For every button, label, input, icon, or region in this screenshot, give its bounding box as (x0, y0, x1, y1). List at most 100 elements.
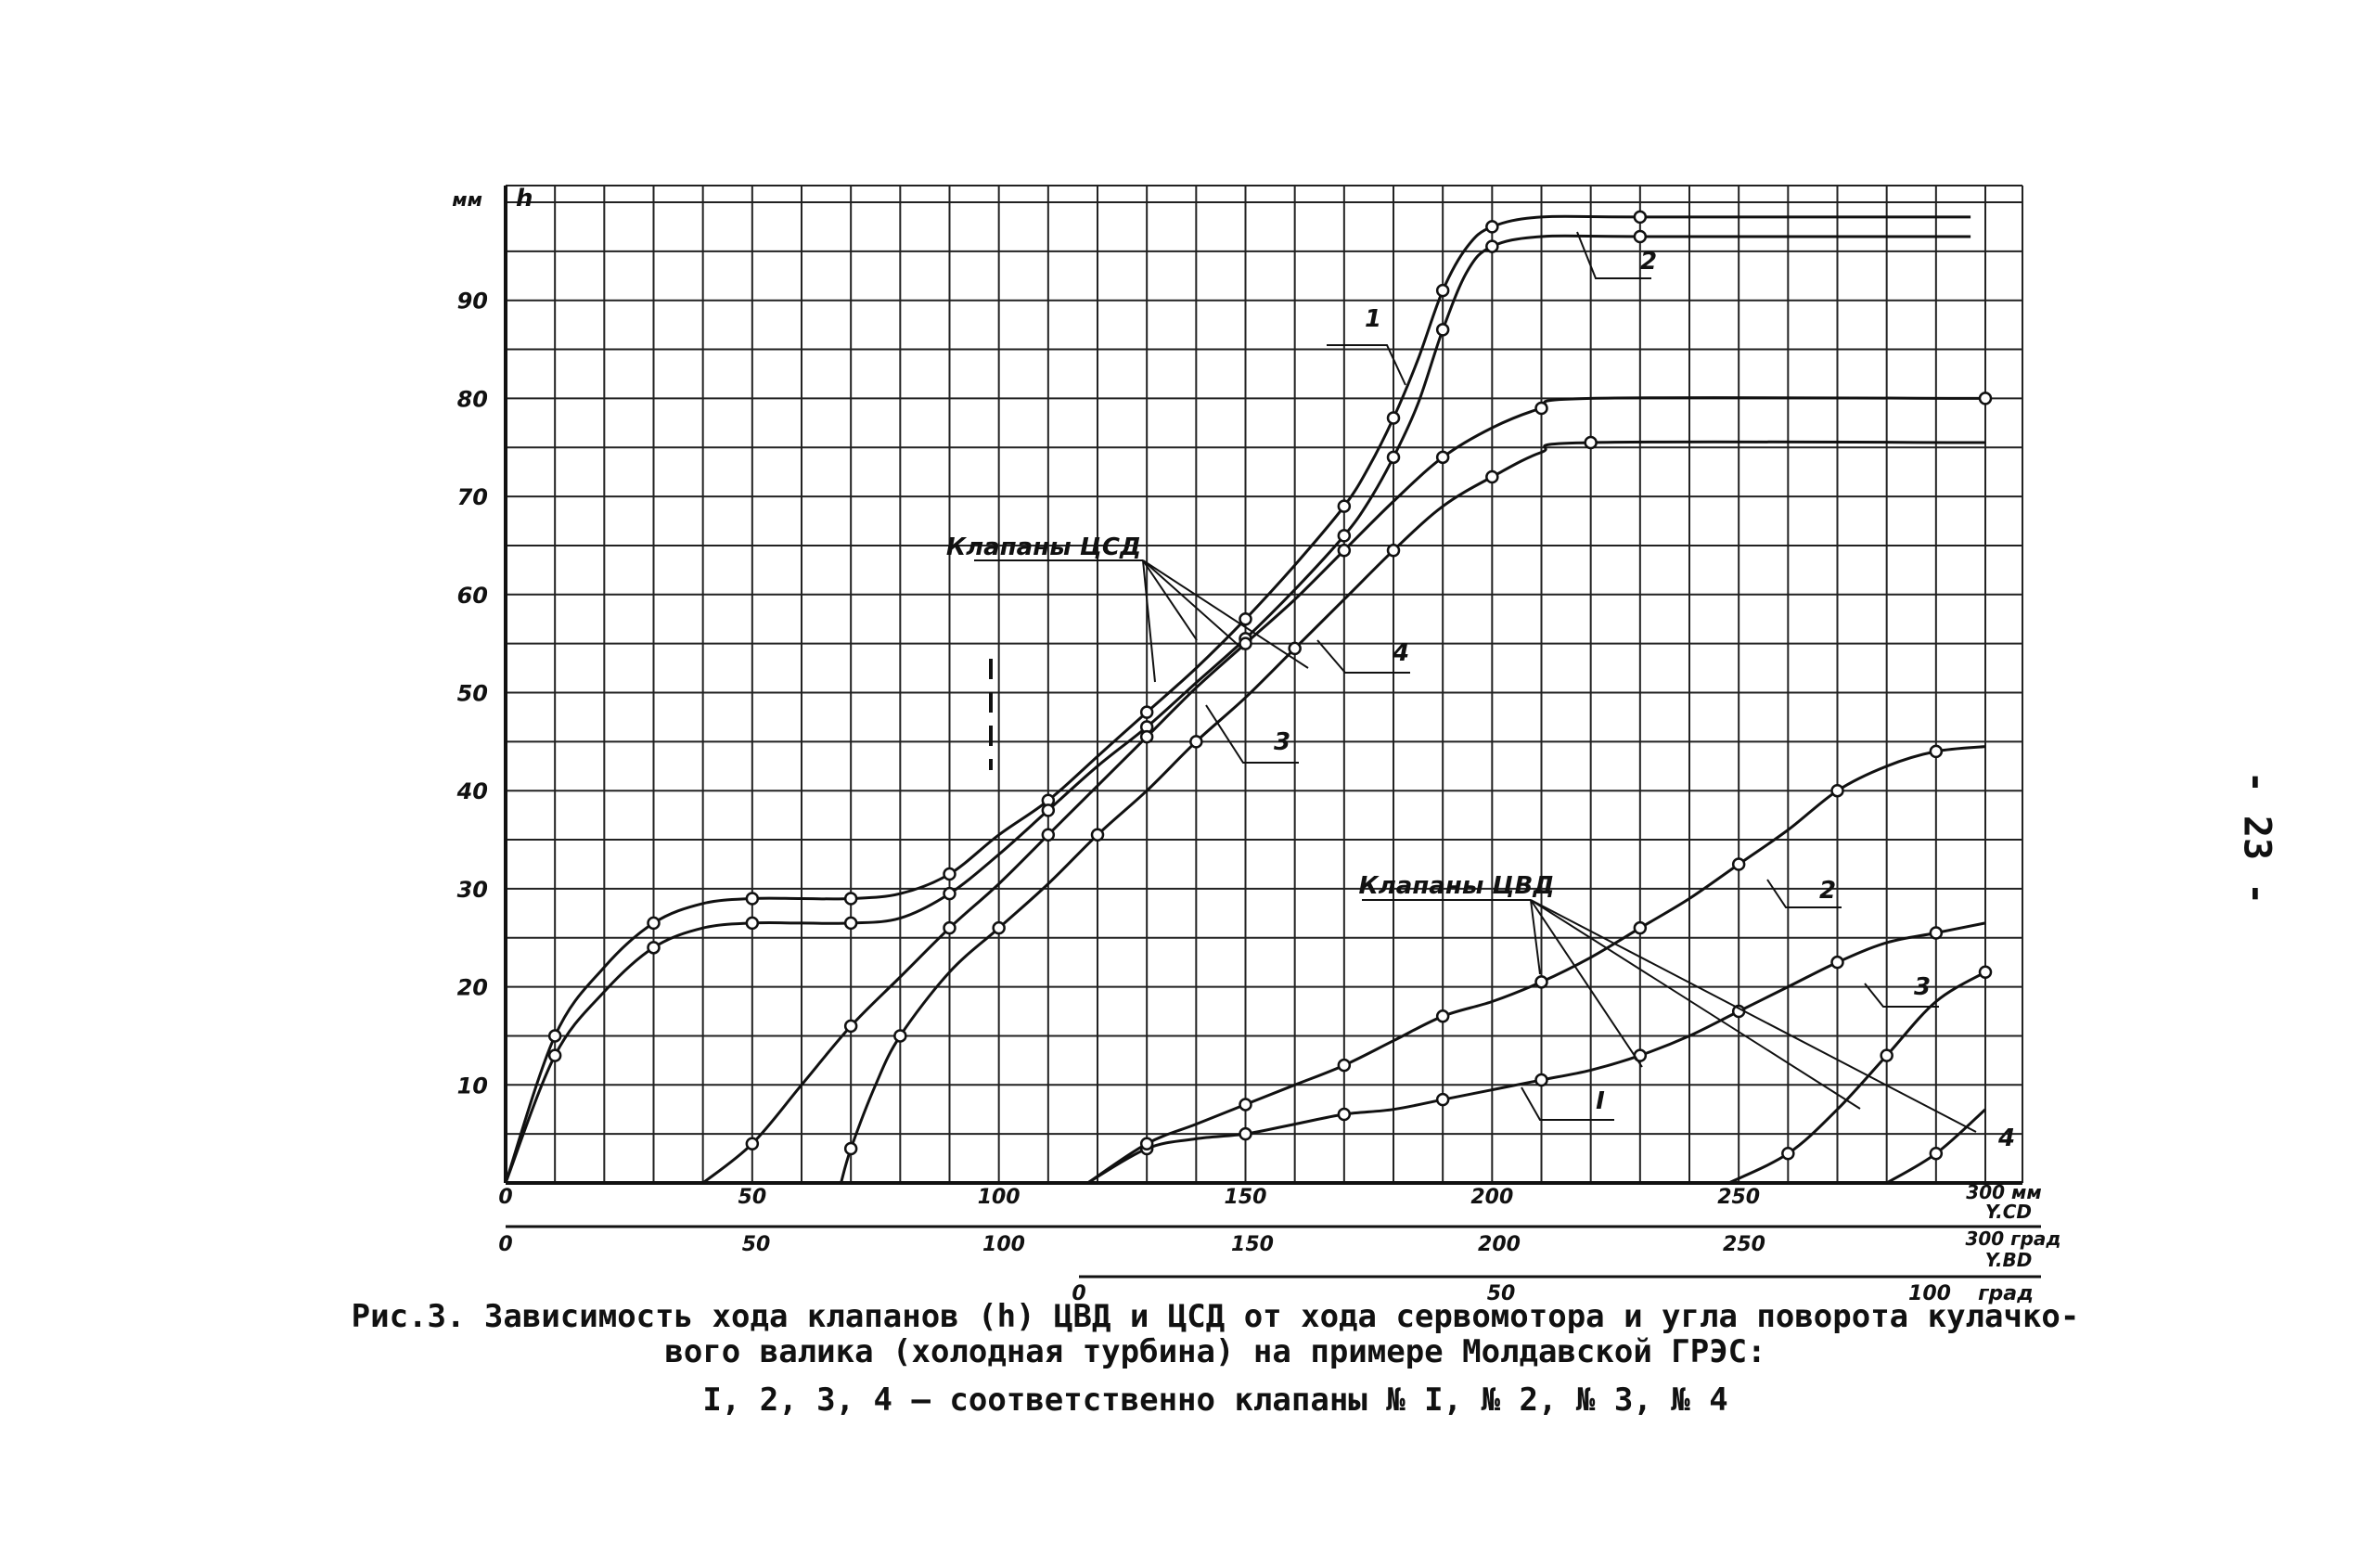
data-point (1139, 729, 1154, 744)
data-point (1435, 450, 1450, 465)
x-csd-tick-label: 300 град (1965, 1227, 2060, 1250)
series-line (1727, 970, 1986, 1185)
data-point (1239, 1098, 1252, 1112)
curve-label-csd-1: 1 (1365, 305, 1381, 333)
data-point (1978, 392, 1993, 405)
data-point (843, 916, 858, 931)
data-point (943, 920, 956, 935)
data-point (1288, 641, 1302, 656)
x-csd-axis-label: Y.BD (1985, 1249, 2033, 1271)
x-csd-tick-label: 50 (742, 1233, 771, 1256)
data-point (647, 941, 661, 955)
data-point (992, 920, 1006, 935)
data-point (1485, 239, 1499, 253)
x-servo-tick-label: 100 (978, 1186, 1021, 1209)
curve-label-csd-3-leader (1205, 704, 1299, 764)
x-csd-tick-label: 150 (1231, 1233, 1274, 1256)
leader-line-csd (1142, 559, 1156, 683)
data-point (1239, 1126, 1252, 1141)
x-csd-tick-label: 250 (1723, 1233, 1765, 1256)
curve-label-cvd-4: 4 (1997, 1125, 2015, 1152)
data-point (1633, 210, 1648, 225)
x-servo-tick-label: 50 (738, 1186, 767, 1209)
x-cvd-tick-label: 0 (1072, 1282, 1085, 1305)
data-point (1337, 1107, 1352, 1122)
data-point (1139, 1137, 1154, 1150)
y-axis-unit-label: мм (452, 188, 482, 211)
data-point (1337, 529, 1352, 543)
data-point (1830, 955, 1844, 970)
curve-label-cvd-1: I (1596, 1087, 1605, 1115)
data-point (1485, 220, 1499, 234)
figure-caption-line-2: вого валика (холодная турбина) на пример… (664, 1333, 1766, 1370)
curve-label-cvd-1-leader (1521, 1086, 1614, 1121)
data-point (843, 892, 858, 906)
data-series (504, 210, 1993, 1185)
data-point (1435, 323, 1450, 337)
data-point (1189, 735, 1203, 749)
x-servo-axis-label: Y.CD (1985, 1201, 2032, 1223)
data-point (1090, 828, 1105, 842)
y-tick-label: 50 (457, 681, 488, 707)
leader-line-cvd (1530, 899, 1977, 1133)
series-csd-1 (504, 210, 1971, 1184)
series-cvd-2 (1086, 744, 1986, 1185)
x-csd-tick-label: 200 (1478, 1233, 1521, 1256)
y-tick-label: 70 (457, 484, 488, 510)
data-point (1386, 411, 1401, 425)
figure-caption-line-3: I, 2, 3, 4 – соответственно клапаны № I,… (702, 1382, 1728, 1419)
data-point (893, 1029, 907, 1043)
x-servo-tick-label: 250 (1717, 1186, 1760, 1209)
series-cvd-I (1086, 921, 1986, 1185)
data-point (1435, 1092, 1450, 1107)
data-point (1435, 283, 1450, 298)
data-point (1584, 435, 1598, 450)
data-point (1731, 857, 1746, 871)
leader-line-csd (1142, 559, 1309, 669)
curve-label-csd-4-leader (1316, 639, 1410, 674)
series-line (1086, 921, 1986, 1185)
group-label-cvd: Клапаны ЦВД (1359, 872, 1555, 900)
data-point (1337, 543, 1352, 558)
curve-label-csd-2-leader (1576, 231, 1651, 279)
x-cvd-tick-label: 50 (1487, 1282, 1516, 1305)
leader-line-cvd (1530, 899, 1861, 1110)
curve-label-csd-1-leader (1327, 344, 1406, 386)
data-point (745, 916, 760, 931)
data-point (1633, 229, 1648, 244)
y-tick-label: 90 (457, 289, 488, 315)
series-csd-4 (840, 435, 1986, 1184)
data-point (547, 1048, 562, 1062)
data-point (1929, 744, 1944, 759)
figure-caption-line-1: Рис.3. Зависимость хода клапанов (h) ЦВД… (351, 1298, 2080, 1335)
data-point (745, 1137, 760, 1150)
series-cvd-3 (1727, 965, 1993, 1185)
curve-label-cvd-3: 3 (1914, 973, 1931, 1001)
data-point (647, 916, 661, 931)
data-point (943, 886, 956, 901)
data-point (1830, 783, 1844, 798)
data-point (1041, 803, 1056, 817)
data-point (1485, 469, 1499, 484)
x-servo-tick-label: 150 (1225, 1186, 1267, 1209)
data-point (1386, 450, 1401, 465)
page-number: - 23 - (2235, 770, 2279, 906)
data-point (1534, 975, 1548, 989)
data-point (1041, 828, 1056, 842)
leader-line-cvd (1530, 899, 1541, 975)
leader-line-cvd (1530, 899, 1643, 1068)
leader-line-csd (1142, 559, 1244, 650)
data-point (1781, 1147, 1795, 1161)
y-axis-symbol-label: h (516, 185, 533, 212)
series-line (1086, 745, 1986, 1185)
y-tick-label: 10 (457, 1073, 488, 1099)
data-point (1337, 1058, 1352, 1073)
series-line (504, 234, 1971, 1184)
curve-label-cvd-3-leader (1864, 983, 1939, 1008)
data-point (745, 892, 760, 906)
curve-label-csd-4: 4 (1392, 639, 1409, 667)
curve-label-cvd-2: 2 (1819, 877, 1836, 905)
data-point (1386, 543, 1401, 558)
y-tick-label: 30 (457, 877, 488, 903)
x-cvd-tick-label: град (1978, 1282, 2034, 1305)
